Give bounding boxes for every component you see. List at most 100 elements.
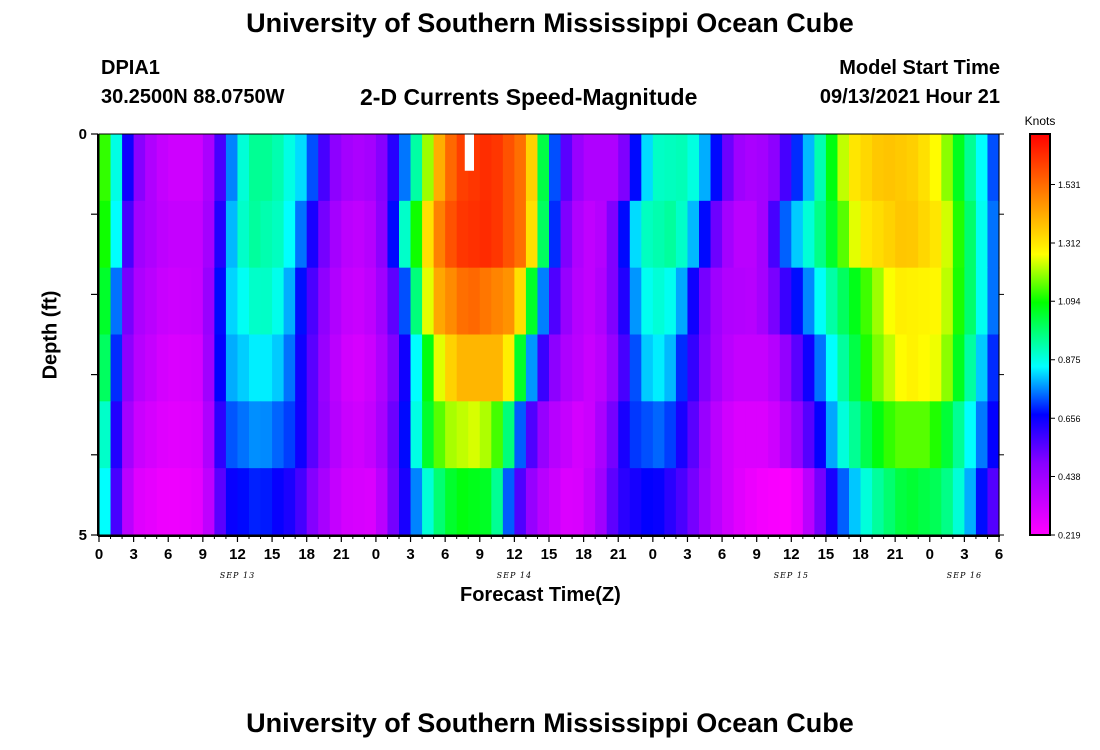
heatmap-cell (687, 200, 700, 269)
x-tick-label: 0 (372, 546, 380, 563)
heatmap-cell (802, 267, 815, 336)
heatmap-cell (468, 401, 481, 469)
heatmap-cell (179, 200, 192, 269)
heatmap-cell (641, 134, 654, 202)
heatmap-cell (110, 468, 123, 536)
heatmap-cell (825, 200, 839, 269)
heatmap-cell (122, 401, 135, 469)
heatmap-cell (929, 134, 942, 202)
heatmap-cell (768, 200, 781, 269)
heatmap-cell (341, 334, 354, 402)
heatmap-cell (318, 401, 331, 469)
heatmap-cell (99, 468, 112, 536)
heatmap-cell (249, 401, 262, 469)
heatmap-cell (249, 334, 262, 402)
heatmap-cell (445, 134, 458, 202)
heatmap-cell (733, 334, 746, 402)
heatmap-cell (918, 334, 931, 402)
heatmap-cell (445, 267, 458, 336)
heatmap-cell (872, 468, 885, 536)
heatmap-cell (283, 468, 296, 536)
heatmap-cell (849, 334, 862, 402)
heatmap-cell (306, 468, 319, 536)
heatmap-cell (283, 134, 296, 202)
colorbar-tick-label: 1.531 (1058, 180, 1081, 190)
heatmap-cell (675, 401, 689, 469)
heatmap-cell (364, 200, 377, 269)
heatmap-cell (825, 134, 839, 202)
heatmap-cell (110, 200, 123, 269)
heatmap-cell (652, 200, 665, 269)
heatmap-cell (964, 401, 977, 469)
heatmap-cell (99, 401, 112, 469)
heatmap-cell (733, 267, 746, 336)
heatmap-cell (341, 200, 354, 269)
heatmap-cell (791, 401, 804, 469)
heatmap-cell (664, 401, 677, 469)
heatmap-cell (525, 468, 539, 536)
heatmap-cell (872, 401, 885, 469)
heatmap-cell (895, 468, 908, 536)
heatmap-cell (295, 200, 308, 269)
heatmap-cell (272, 468, 285, 536)
heatmap-cell (168, 334, 181, 402)
heatmap-cell (629, 334, 642, 402)
heatmap-cell (433, 267, 446, 336)
heatmap-cell (237, 200, 250, 269)
heatmap-cell (491, 334, 504, 402)
heatmap-cell (375, 334, 389, 402)
x-tick-label: 12 (506, 546, 523, 563)
heatmap-cell (422, 401, 435, 469)
heatmap-cell (145, 200, 158, 269)
heatmap-cell (941, 134, 954, 202)
x-tick-label: 0 (926, 546, 934, 563)
heatmap-cell (860, 267, 873, 336)
heatmap-cell (952, 401, 965, 469)
heatmap-cell (664, 134, 677, 202)
footer-title: University of Southern Mississippi Ocean… (246, 708, 854, 738)
heatmap-cell (618, 401, 631, 469)
heatmap-cell (941, 267, 954, 336)
heatmap-cell (433, 200, 446, 269)
heatmap-cell (699, 401, 712, 469)
colorbar-tick-label: 1.312 (1058, 238, 1081, 248)
heatmap-cell (283, 200, 296, 269)
x-tick-label: 6 (164, 546, 172, 563)
heatmap-cell (675, 200, 689, 269)
heatmap-cell (156, 134, 169, 202)
heatmap-cell (837, 468, 850, 536)
heatmap-cell (975, 334, 989, 402)
heatmap-cell (387, 334, 400, 402)
heatmap-cell (191, 334, 204, 402)
heatmap-cell (791, 200, 804, 269)
heatmap-cell (560, 334, 573, 402)
colorbar-tick-label: 0.219 (1058, 531, 1081, 541)
heatmap-cell (214, 401, 227, 469)
heatmap-cell (502, 134, 515, 202)
heatmap-cell (225, 401, 239, 469)
heatmap-cell (179, 134, 192, 202)
chart-axes: 0 3 6 9 12 15 18 21 0 3 6 9 12 15 18 21 0 3 6 9 12 15 18 21 0 3 6 S… (79, 126, 1004, 580)
heatmap-cell (883, 334, 896, 402)
heatmap-cell (975, 401, 989, 469)
heatmap-cell (352, 267, 365, 336)
heatmap-cell (272, 334, 285, 402)
heatmap-cell (502, 334, 515, 402)
heatmap-cell (652, 468, 665, 536)
heatmap-cell (964, 200, 977, 269)
heatmap-cell (652, 334, 665, 402)
heatmap-cell (237, 468, 250, 536)
heatmap-cell (514, 200, 527, 269)
heatmap-cell (410, 134, 423, 202)
heatmap-cell (202, 468, 215, 536)
heatmap-cell (560, 267, 573, 336)
heatmap-cell (225, 267, 239, 336)
heatmap-cell (375, 134, 389, 202)
heatmap-cell (99, 200, 112, 269)
heatmap-cell (652, 267, 665, 336)
heatmap-cell (733, 468, 746, 536)
heatmap-cell (318, 200, 331, 269)
heatmap-cell (272, 401, 285, 469)
heatmap-cell (364, 334, 377, 402)
heatmap-cell (837, 267, 850, 336)
